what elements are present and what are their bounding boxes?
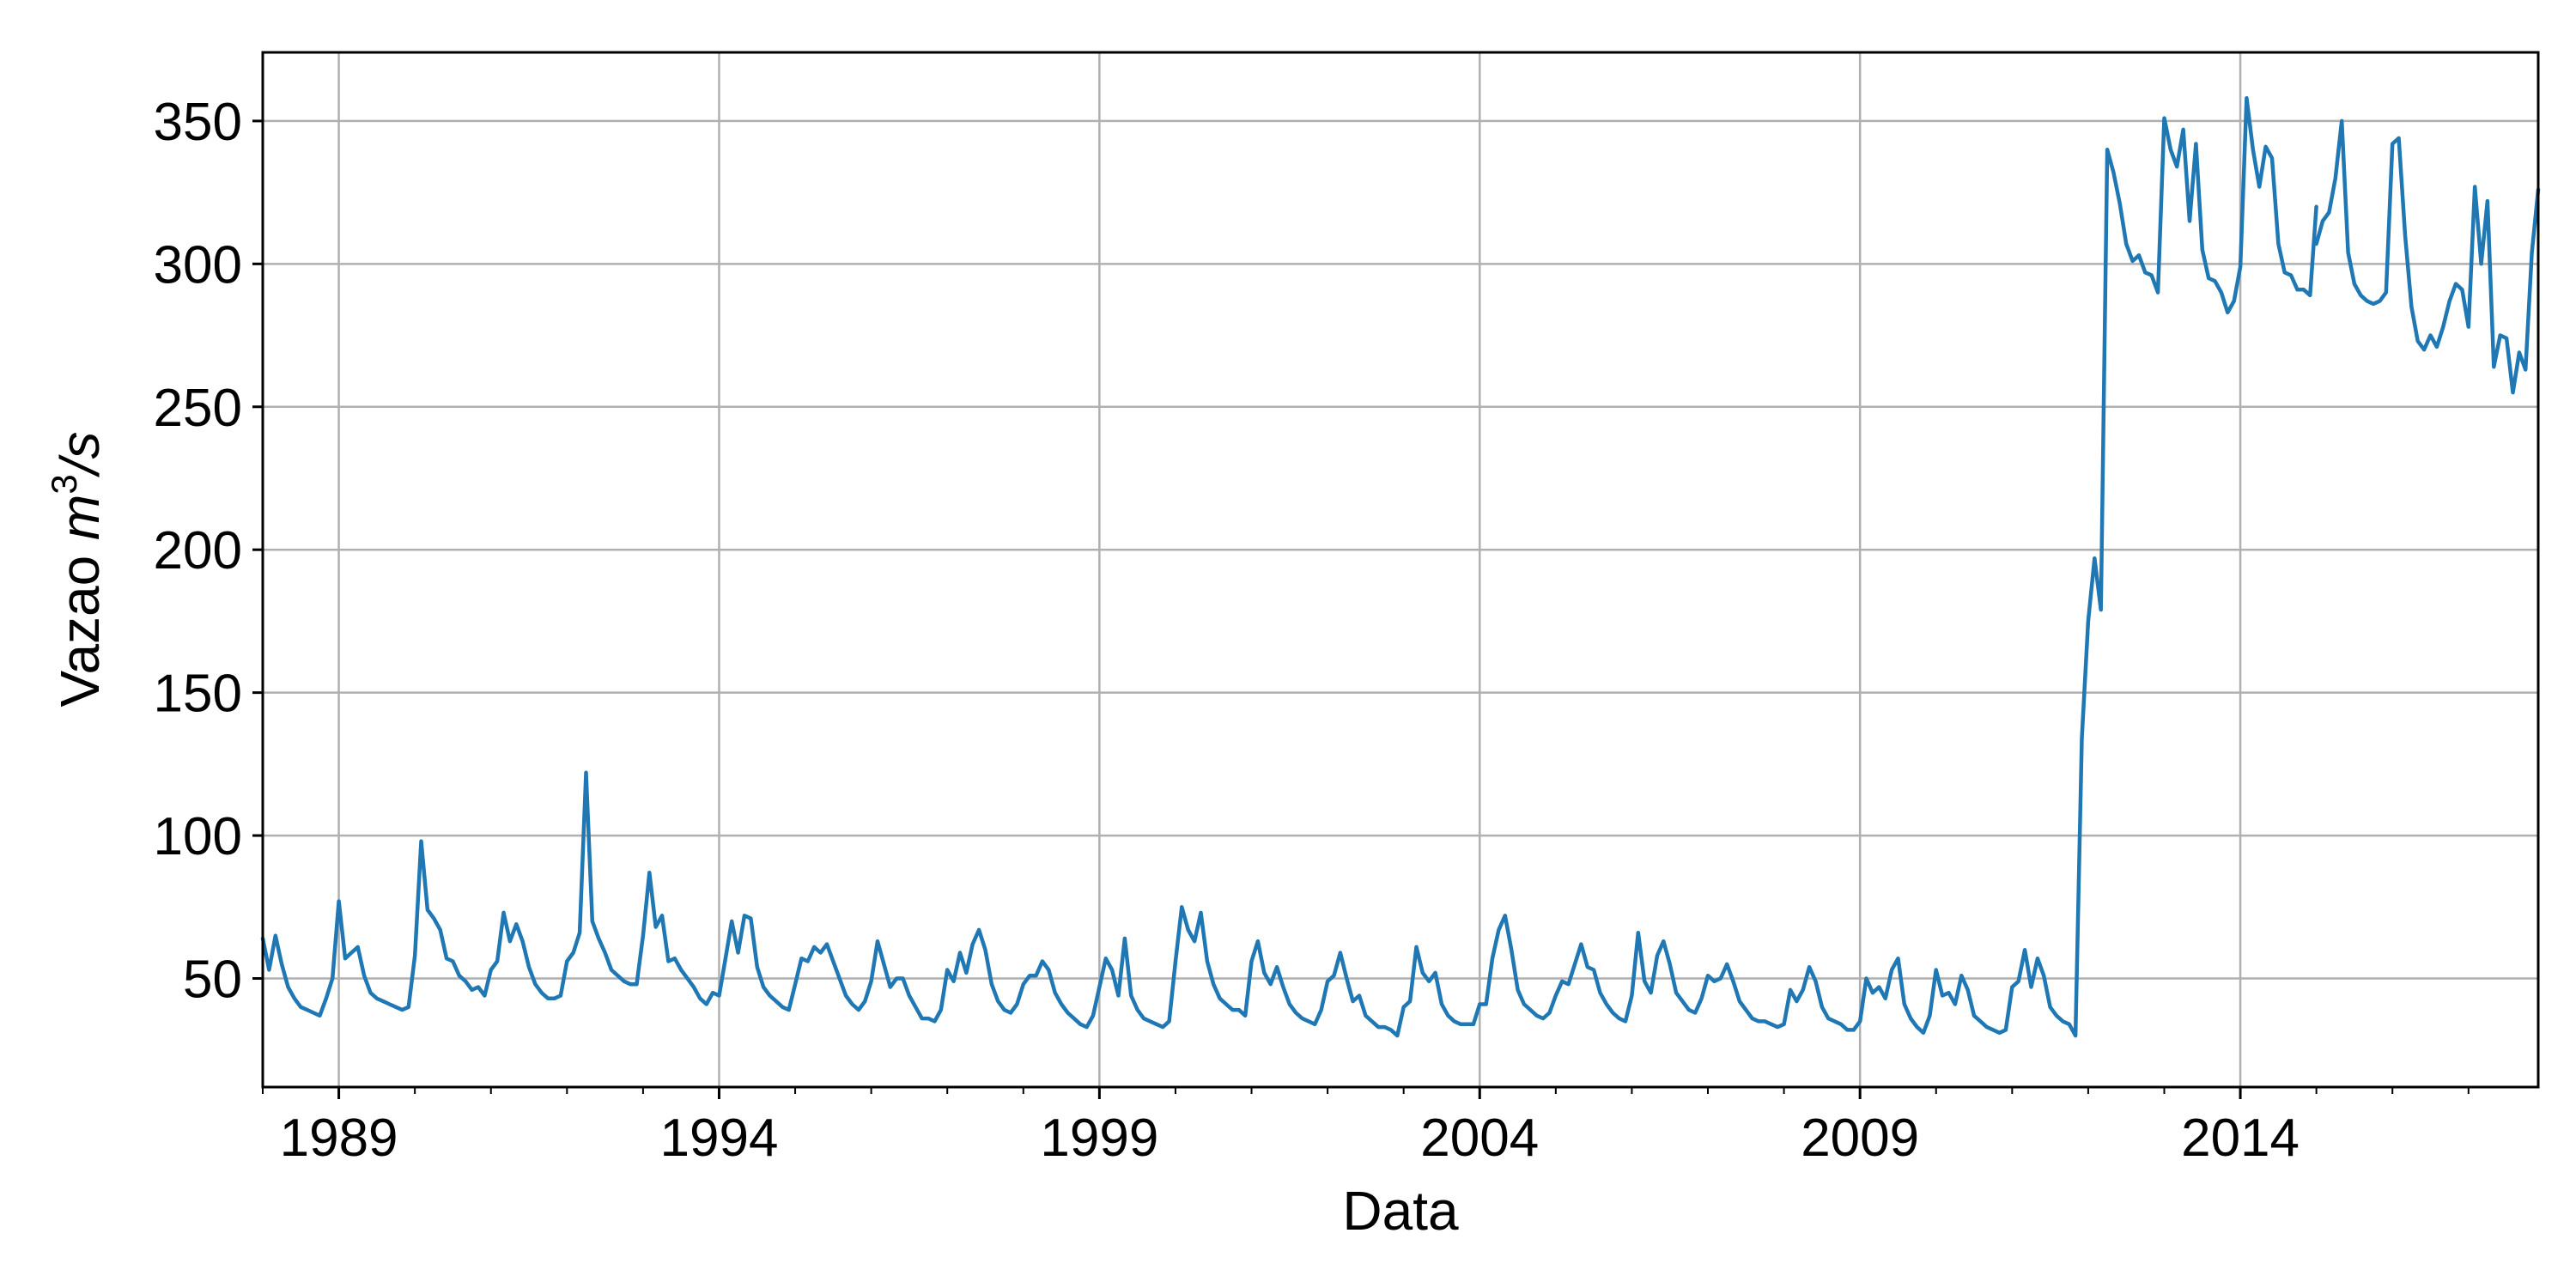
series-layer (260, 96, 2541, 1038)
tick-labels: 50 100 150 200 250 300 350 1989 1994 1999 2004 2009… (154, 93, 2300, 1168)
x-tick-label: 1999 (1040, 1109, 1158, 1168)
y-tick-label: 300 (154, 235, 242, 295)
series-line-segment (260, 96, 2318, 1038)
y-tick-label: 200 (154, 521, 242, 580)
y-axis-label: Vazao m3/s (44, 432, 111, 708)
y-tick-label: 250 (154, 379, 242, 438)
x-tick-label: 1989 (280, 1109, 398, 1168)
x-tick-label: 2014 (2181, 1109, 2300, 1168)
y-axis-label-exponent: 3 (44, 474, 84, 494)
series-line-segment (2314, 118, 2541, 395)
y-axis-label-tail: /s (49, 432, 111, 478)
x-tick-label: 1994 (660, 1109, 779, 1168)
y-axis-label-unit: m (49, 495, 111, 540)
axis-ticks (252, 119, 2470, 1099)
y-tick-label: 100 (154, 807, 242, 866)
y-tick-label: 350 (154, 93, 242, 152)
y-axis-label-text: Vazao (49, 540, 111, 708)
y-tick-label: 50 (183, 951, 242, 1010)
x-tick-label: 2004 (1420, 1109, 1539, 1168)
x-tick-label: 2009 (1801, 1109, 1919, 1168)
y-tick-label: 150 (154, 665, 242, 724)
grid-lines (263, 52, 2538, 1087)
plot-frame (261, 51, 2540, 1089)
x-axis-label: Data (1342, 1180, 1459, 1242)
